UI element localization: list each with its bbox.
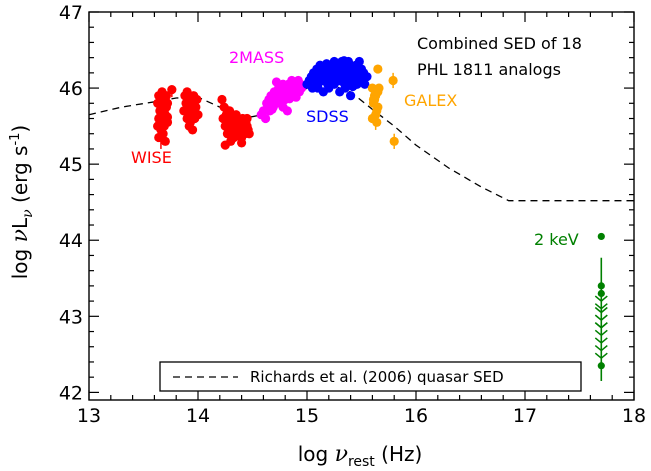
wise-point — [234, 130, 245, 140]
galex-point — [368, 94, 379, 105]
sdss-point — [362, 72, 372, 82]
x-tick-label: 17 — [513, 405, 537, 427]
wise-point — [162, 112, 173, 122]
xray-point — [597, 282, 605, 290]
wise-point — [223, 106, 234, 116]
sdss-point — [348, 81, 358, 92]
2mass-point — [282, 106, 292, 116]
2mass-point — [276, 81, 286, 92]
xray-point — [594, 344, 608, 352]
2mass-point — [260, 113, 271, 124]
xray-point — [594, 303, 608, 310]
xray-point — [594, 306, 608, 314]
x-tick-label: 18 — [622, 405, 646, 427]
2mass-label: 2MASS — [229, 48, 284, 67]
legend: Richards et al. (2006) quasar SED — [159, 361, 582, 392]
2mass-point — [267, 104, 277, 114]
wise-label: WISE — [131, 148, 172, 167]
xray-point — [594, 337, 608, 344]
y-tick-label: 47 — [59, 2, 83, 24]
wise-point — [231, 117, 241, 127]
2mass-point — [284, 94, 295, 104]
galex-label: GALEX — [404, 91, 457, 110]
x-tick-label: 13 — [77, 405, 101, 427]
wise-point — [217, 94, 227, 105]
xray-point — [597, 362, 605, 370]
sdss-point — [350, 74, 360, 84]
y-tick-label: 44 — [59, 230, 83, 252]
data-points-group — [153, 56, 608, 381]
x-tick-label: 15 — [295, 405, 319, 427]
sdss-point — [326, 69, 336, 79]
galex-point — [372, 106, 382, 116]
xray-point — [594, 314, 608, 322]
galex-point — [372, 117, 382, 127]
legend-label: Richards et al. (2006) quasar SED — [250, 368, 504, 386]
y-tick-label: 45 — [59, 154, 83, 176]
xray-label: 2 keV — [534, 230, 579, 249]
wise-point — [187, 125, 198, 135]
chart-title-line-2: PHL 1811 analogs — [417, 60, 561, 79]
wise-point — [239, 117, 249, 127]
wise-point — [160, 136, 170, 146]
y-tick-label: 43 — [59, 306, 83, 328]
x-tick-labels: 13 14 15 16 17 18 — [77, 405, 646, 427]
xray-point — [594, 322, 608, 329]
y-tick-label: 42 — [59, 382, 83, 404]
xray-point — [594, 295, 608, 303]
wise-point — [226, 136, 236, 146]
legend-box — [159, 361, 582, 392]
plot-area — [88, 11, 635, 401]
wise-point — [162, 98, 173, 108]
wise-point — [191, 102, 201, 112]
plot-frame — [88, 11, 635, 401]
xray-point — [594, 352, 608, 360]
y-tick-labels: 42 43 44 45 46 47 — [59, 2, 83, 404]
sdss-point — [346, 91, 356, 101]
sdss-point — [328, 62, 338, 72]
2mass-point — [287, 75, 297, 86]
chart-title-line-1: Combined SED of 18 — [417, 34, 582, 53]
sdss-point — [360, 79, 370, 89]
wise-point — [237, 138, 247, 148]
xray-point — [597, 232, 605, 241]
x-tick-label: 14 — [186, 405, 210, 427]
sdss-point — [343, 66, 354, 76]
y-tick-label: 46 — [59, 78, 83, 100]
sdss-point — [354, 56, 364, 67]
axis-ticks-group — [88, 11, 635, 400]
x-tick-label: 16 — [404, 405, 428, 427]
sdss-label: SDSS — [306, 107, 349, 126]
wise-point — [161, 91, 171, 101]
wise-point — [244, 129, 254, 139]
xray-point — [594, 329, 608, 337]
xray-point — [597, 289, 605, 298]
wise-point — [193, 110, 203, 120]
wise-point — [192, 94, 202, 105]
galex-point — [374, 83, 384, 93]
galex-point — [373, 64, 383, 74]
sdss-point — [317, 75, 327, 86]
y-axis-title: log νLν (erg s-1) — [8, 125, 36, 280]
sdss-point — [338, 77, 348, 87]
sdss-point — [339, 56, 349, 66]
x-axis-title: log νrest (Hz) — [298, 442, 423, 470]
